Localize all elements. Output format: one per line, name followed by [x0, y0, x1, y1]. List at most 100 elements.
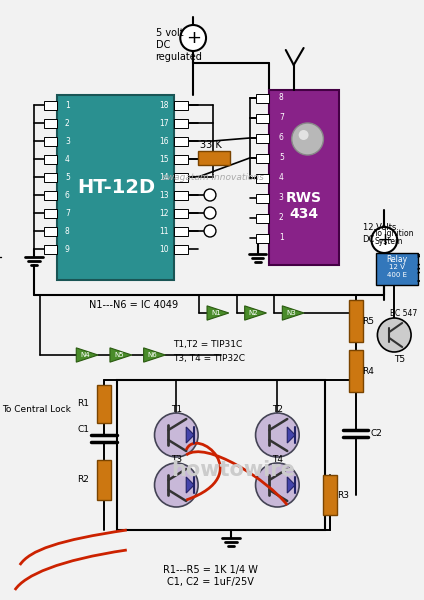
Text: DC: DC: [363, 235, 375, 245]
Text: 6: 6: [279, 133, 284, 142]
Text: +: +: [186, 29, 201, 47]
Text: To Ignition: To Ignition: [374, 229, 414, 238]
Text: DC: DC: [156, 40, 170, 50]
Bar: [174, 173, 188, 182]
Text: 14: 14: [159, 173, 169, 181]
Bar: [256, 194, 269, 203]
Polygon shape: [110, 348, 132, 362]
Circle shape: [204, 189, 216, 201]
Text: regulated: regulated: [156, 52, 202, 62]
Text: 2: 2: [65, 118, 70, 127]
Text: N5: N5: [114, 352, 124, 358]
Text: C1, C2 = 1uF/25V: C1, C2 = 1uF/25V: [167, 577, 254, 587]
Bar: [198, 151, 230, 165]
Text: To Central Lock: To Central Lock: [2, 406, 71, 415]
Text: 6: 6: [65, 191, 70, 199]
Polygon shape: [144, 348, 165, 362]
Text: 434: 434: [290, 208, 319, 221]
Text: howtowire: howtowire: [171, 460, 295, 480]
Bar: [174, 155, 188, 164]
Text: C1: C1: [77, 425, 89, 434]
Text: 11: 11: [160, 226, 169, 235]
Text: 7: 7: [279, 113, 284, 122]
Bar: [44, 227, 58, 236]
Text: N1: N1: [211, 310, 221, 316]
Bar: [44, 155, 58, 164]
Text: RWS: RWS: [286, 191, 322, 205]
Bar: [174, 209, 188, 218]
Bar: [256, 94, 269, 103]
Circle shape: [377, 318, 411, 352]
Polygon shape: [186, 427, 194, 443]
Text: 12 V: 12 V: [389, 264, 405, 270]
Text: 16: 16: [159, 136, 169, 145]
Bar: [44, 245, 58, 254]
Bar: [256, 174, 269, 183]
Bar: [174, 137, 188, 146]
Text: N3: N3: [286, 310, 296, 316]
Bar: [58, 95, 174, 280]
Polygon shape: [287, 427, 295, 443]
Text: N2: N2: [249, 310, 258, 316]
Bar: [174, 227, 188, 236]
Bar: [174, 191, 188, 200]
Text: 5 volt: 5 volt: [156, 28, 183, 38]
Bar: [174, 101, 188, 110]
Bar: [269, 90, 339, 265]
Bar: [44, 209, 58, 218]
Circle shape: [292, 123, 324, 155]
Text: 13: 13: [159, 191, 169, 199]
Polygon shape: [245, 306, 266, 320]
Text: 15: 15: [159, 154, 169, 163]
Text: 2: 2: [279, 214, 284, 223]
Text: +: +: [377, 231, 392, 249]
Text: R5: R5: [363, 317, 374, 325]
Text: 8: 8: [279, 94, 284, 103]
Bar: [44, 119, 58, 128]
Text: 4: 4: [65, 154, 70, 163]
Text: swagatam innovations: swagatam innovations: [162, 173, 264, 182]
Bar: [174, 119, 188, 128]
Circle shape: [298, 130, 309, 140]
Text: N6: N6: [148, 352, 157, 358]
Text: R3: R3: [337, 491, 349, 499]
Circle shape: [256, 463, 299, 507]
Text: R1---R5 = 1K 1/4 W: R1---R5 = 1K 1/4 W: [162, 565, 257, 575]
Text: 18: 18: [160, 100, 169, 109]
Bar: [377, 253, 418, 285]
Bar: [44, 191, 58, 200]
Circle shape: [256, 413, 299, 457]
Text: T4: T4: [272, 455, 283, 463]
Text: 12: 12: [160, 208, 169, 217]
Circle shape: [154, 413, 198, 457]
Text: 3: 3: [65, 136, 70, 145]
Bar: [256, 214, 269, 223]
Text: T2: T2: [272, 404, 283, 413]
Text: System: System: [374, 238, 403, 247]
Polygon shape: [287, 477, 295, 493]
Text: 4: 4: [279, 173, 284, 182]
Bar: [256, 234, 269, 243]
Bar: [44, 101, 58, 110]
Text: Relay: Relay: [387, 254, 408, 263]
Text: 5: 5: [65, 173, 70, 181]
Bar: [323, 475, 337, 515]
Text: 8: 8: [65, 226, 70, 235]
Polygon shape: [76, 348, 98, 362]
Circle shape: [204, 207, 216, 219]
Text: N4: N4: [81, 352, 90, 358]
Text: BC 547: BC 547: [390, 308, 418, 317]
Text: R4: R4: [363, 367, 374, 376]
Bar: [117, 380, 325, 530]
Text: N1---N6 = IC 4049: N1---N6 = IC 4049: [89, 300, 178, 310]
Text: 7: 7: [65, 208, 70, 217]
Text: 1: 1: [279, 233, 284, 242]
Bar: [256, 134, 269, 143]
Bar: [174, 245, 188, 254]
Circle shape: [180, 25, 206, 51]
Bar: [44, 173, 58, 182]
Text: 10: 10: [159, 245, 169, 253]
Text: T1,T2 = TIP31C: T1,T2 = TIP31C: [173, 340, 243, 349]
Bar: [256, 114, 269, 123]
Text: 17: 17: [159, 118, 169, 127]
